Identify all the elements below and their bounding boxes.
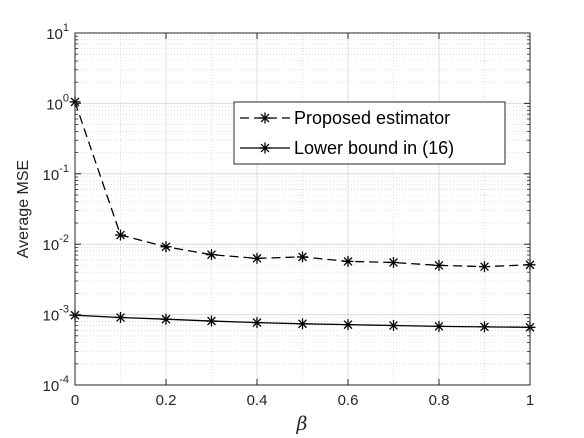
x-tick-label: 0.4 <box>247 392 268 409</box>
y-tick-label: 10-1 <box>43 163 69 184</box>
data-point-marker <box>251 252 263 264</box>
x-tick-label: 0.2 <box>156 392 177 409</box>
series-layer <box>69 96 536 333</box>
x-tick-label: 0 <box>71 392 79 409</box>
y-tick-label: 10-3 <box>43 304 69 325</box>
data-point-marker <box>433 259 445 271</box>
legend-label: Lower bound in (16) <box>294 138 454 158</box>
x-tick-label: 0.6 <box>338 392 359 409</box>
data-point-marker <box>297 251 308 263</box>
series-1 <box>69 96 536 273</box>
data-point-marker <box>206 315 217 327</box>
data-point-marker <box>251 317 263 329</box>
data-point-marker <box>115 229 126 241</box>
plot-background <box>75 33 530 385</box>
data-point-marker <box>342 319 354 331</box>
x-tick-label: 0.8 <box>429 392 450 409</box>
data-point-marker <box>206 249 217 261</box>
data-point-marker <box>388 320 399 332</box>
x-tick-label: 1 <box>526 392 534 409</box>
y-tick-label: 10-2 <box>43 233 69 254</box>
data-point-marker <box>297 318 308 330</box>
data-point-marker <box>115 311 126 323</box>
plot-frame <box>74 32 531 386</box>
legend: Proposed estimator Lower bound in (16) <box>233 101 506 165</box>
data-point-marker <box>342 255 354 267</box>
data-point-marker <box>160 313 172 325</box>
legend-marker <box>259 142 271 154</box>
data-point-marker <box>433 320 445 332</box>
data-point-marker <box>160 241 172 253</box>
y-tick-labels: 10-4 10-3 10-2 10-1 100 101 <box>43 22 69 395</box>
y-tick-label: 100 <box>46 92 69 113</box>
legend-marker <box>259 112 271 124</box>
data-point-marker <box>479 321 490 333</box>
y-axis-label: Average MSE <box>15 160 32 258</box>
data-point-marker <box>388 256 399 268</box>
axis-ticks <box>74 32 531 386</box>
x-axis-label: β <box>296 413 308 435</box>
minor-grid <box>75 33 530 385</box>
series-2 <box>69 309 536 333</box>
legend-label: Proposed estimator <box>294 108 450 128</box>
legend-box <box>233 101 506 165</box>
y-tick-label: 101 <box>46 22 69 43</box>
y-tick-label: 10-4 <box>43 374 69 395</box>
data-point-marker <box>479 261 490 273</box>
x-tick-labels: 0 0.2 0.4 0.6 0.8 1 <box>71 392 534 409</box>
